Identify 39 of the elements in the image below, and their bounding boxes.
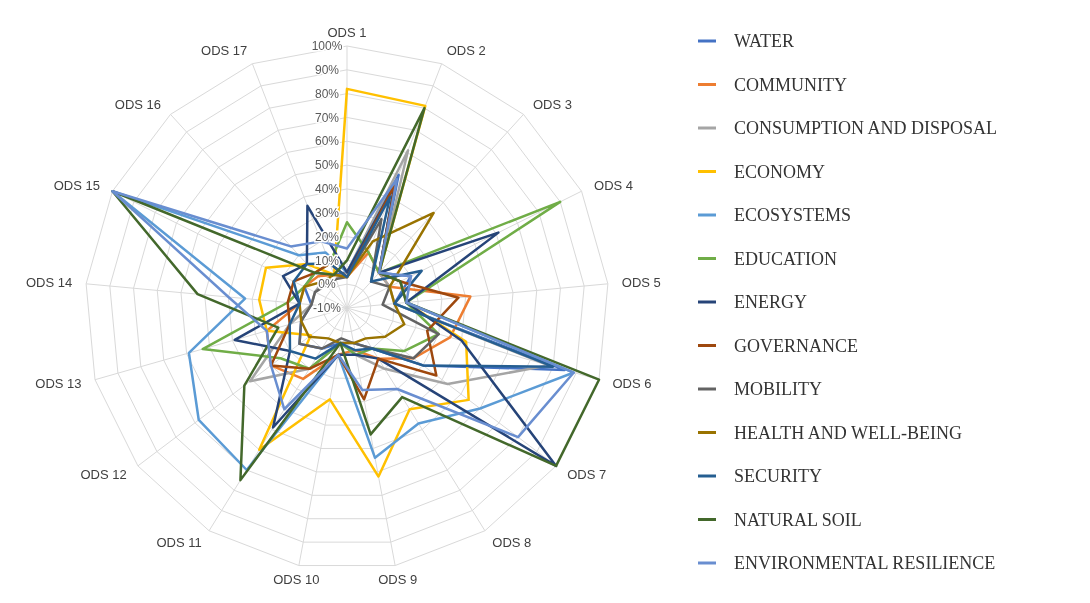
spoke-label: ODS 15 (53, 177, 100, 193)
legend-label: COMMUNITY (734, 74, 848, 95)
legend-label: GOVERNANCE (734, 335, 858, 356)
spoke-label: ODS 3 (532, 96, 572, 112)
spoke-label: ODS 4 (594, 177, 634, 193)
legend-label: SECURITY (734, 466, 823, 487)
spoke-label: ODS 2 (446, 43, 486, 59)
y-tick-label: -10% (312, 301, 342, 316)
legend-label: WATER (734, 31, 794, 52)
legend-label: ECOSYSTEMS (734, 205, 852, 226)
spoke-label: ODS 12 (80, 466, 127, 482)
y-tick-label: 40% (314, 182, 340, 197)
legend-label: NATURAL SOIL (734, 509, 862, 530)
spoke-label: ODS 6 (612, 376, 652, 392)
y-tick-label: 90% (314, 63, 340, 78)
legend-label: ENERGY (734, 292, 807, 313)
spoke-label: ODS 16 (114, 96, 162, 112)
spoke-label: ODS 10 (273, 571, 320, 587)
y-tick-label: 80% (314, 86, 340, 101)
y-tick-label: 0% (318, 277, 336, 292)
spoke-label: ODS 17 (201, 43, 248, 59)
spoke-label: ODS 14 (25, 275, 73, 291)
y-tick-label: 50% (314, 158, 340, 173)
y-tick-label: 60% (314, 134, 340, 149)
y-tick-label: 100% (311, 39, 343, 54)
legend-label: ECONOMY (734, 161, 826, 182)
legend-label: EDUCATION (734, 248, 837, 269)
legend-label: ENVIRONMENTAL RESILIENCE (734, 553, 996, 574)
legend-label: MOBILITY (734, 379, 822, 400)
spoke-label: ODS 1 (327, 24, 367, 40)
spoke-label: ODS 7 (567, 466, 607, 482)
y-tick-label: 70% (314, 110, 340, 125)
spoke-label: ODS 5 (621, 275, 661, 291)
spoke-label: ODS 13 (35, 376, 82, 392)
spoke-label: ODS 11 (156, 535, 202, 551)
legend-label: HEALTH AND WELL-BEING (734, 422, 962, 443)
spoke-label: ODS 9 (378, 571, 418, 587)
legend-label: CONSUMPTION AND DISPOSAL (734, 118, 998, 139)
spoke-label: ODS 8 (492, 535, 532, 551)
